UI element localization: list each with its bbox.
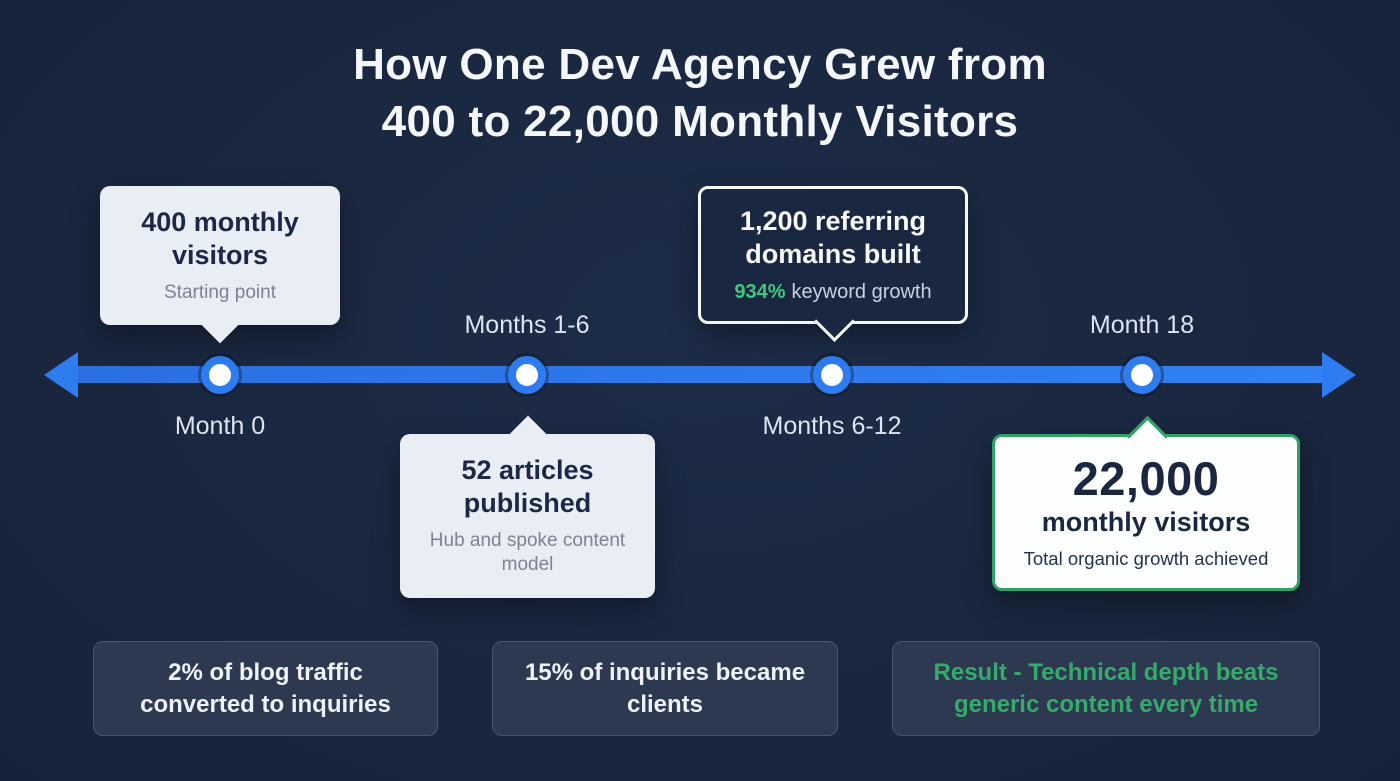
callout-title: 1,200 referring domains built: [739, 206, 927, 269]
node-label-months-6-12: Months 6-12: [762, 412, 902, 440]
callout-title: monthly visitors: [1041, 506, 1251, 537]
callout-title: 400 monthly visitors: [141, 207, 299, 270]
final-visitors-value: 22,000: [1072, 452, 1220, 505]
keyword-growth-percent: 934%: [734, 280, 786, 303]
callout-subtitle: Total organic growth achieved: [1023, 547, 1269, 569]
callout-starting-point: 400 monthly visitors Starting point: [100, 186, 340, 344]
callout-pointer-up-icon: [1126, 415, 1169, 458]
timeline-node-month-0: [201, 356, 239, 394]
page-title: How One Dev Agency Grew from 400 to 22,0…: [0, 36, 1400, 150]
node-label-months-1-6: Months 1-6: [464, 311, 590, 339]
timeline-node-month-18: [1123, 356, 1161, 394]
timeline-bar: [64, 366, 1336, 383]
callout-final-result: 22,000 monthly visitors Total organic gr…: [992, 415, 1300, 591]
timeline-arrowhead-left-icon: [44, 352, 78, 398]
stat-card-result: Result - Technical depth beats generic c…: [892, 641, 1320, 736]
timeline-node-months-6-12: [813, 356, 851, 394]
stat-card-blog-conversion: 2% of blog traffic converted to inquirie…: [93, 641, 438, 736]
callout-keyword-growth: 934% keyword growth: [715, 280, 951, 305]
callout-pointer-down-icon: [813, 300, 856, 342]
stat-card-inquiry-clients: 15% of inquiries became clients: [492, 641, 838, 736]
callout-title: 52 articles published: [461, 455, 594, 518]
callout-pointer-up-icon: [509, 415, 546, 453]
page-title-line-2: 400 to 22,000 Monthly Visitors: [381, 97, 1019, 147]
node-label-month-18: Month 18: [1089, 311, 1195, 339]
callout-pointer-down-icon: [201, 306, 239, 344]
timeline-node-months-1-6: [508, 356, 546, 394]
node-label-month-0: Month 0: [174, 412, 266, 440]
keyword-growth-label: keyword growth: [791, 280, 932, 303]
page-title-line-1: How One Dev Agency Grew from: [353, 40, 1047, 89]
timeline-arrowhead-right-icon: [1322, 352, 1356, 398]
callout-subtitle: Hub and spoke content model: [429, 529, 626, 576]
callout-articles-published: 52 articles published Hub and spoke cont…: [400, 415, 655, 598]
callout-referring-domains: 1,200 referring domains built 934% keywor…: [698, 186, 968, 342]
callout-subtitle: Starting point: [164, 281, 276, 303]
